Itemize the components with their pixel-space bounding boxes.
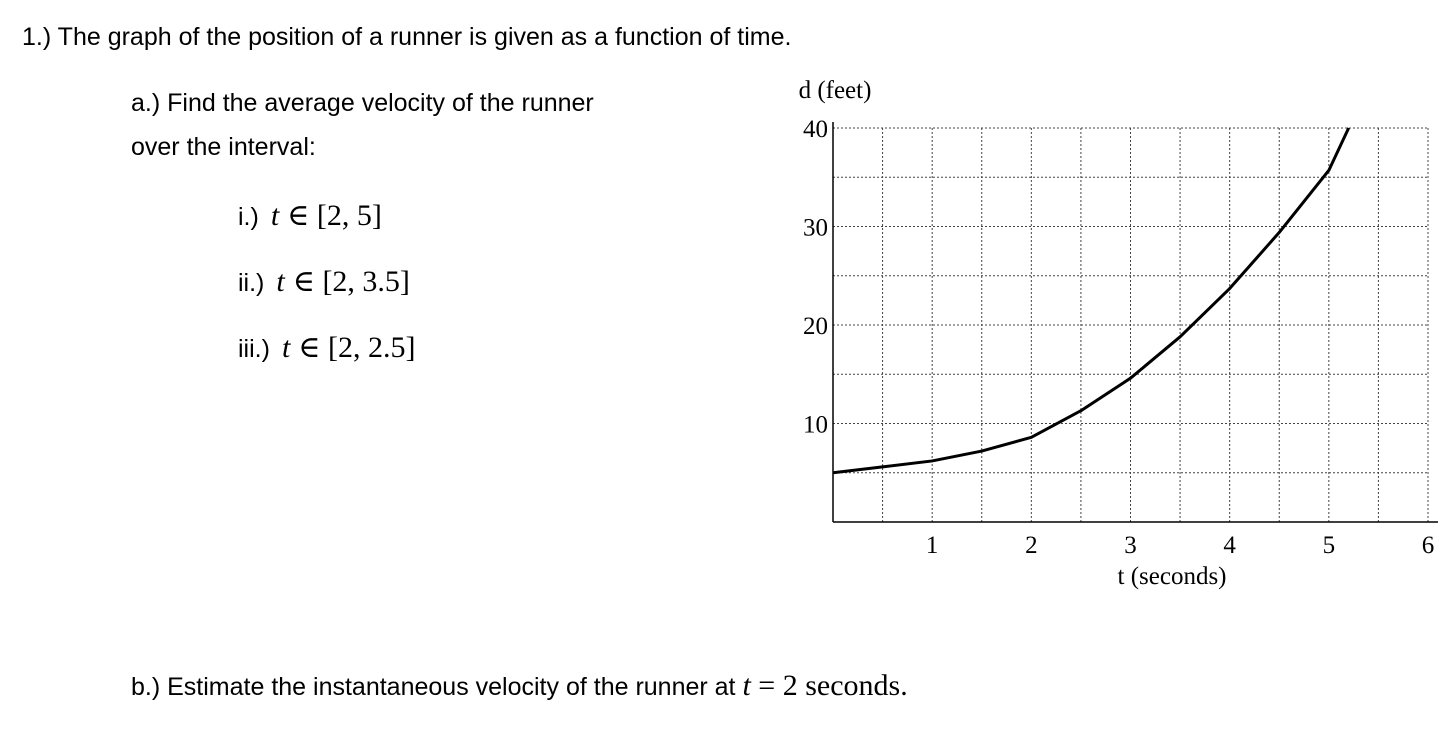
y-tick-label: 10 [803,412,828,439]
curve [832,127,1351,475]
interval-item: ii.) t ∈ [2, 3.5] [238,265,410,298]
item-var: t [271,199,280,232]
x-tick-label: 2 [1025,532,1038,559]
x-tick-label: 1 [926,532,939,559]
y-tick-label: 30 [803,215,828,242]
part-a-line: a.) Find the average velocity of the run… [131,89,594,117]
item-expr: ∈ [2, 5] [287,199,382,232]
chart: d (feet) t (seconds) 1 2 3 4 5 6 10 20 30 40 [799,77,1438,590]
item-var: t [276,265,285,298]
part-b-var: t [742,669,751,702]
interval-item: iii.) t ∈ [2, 2.5] [238,331,415,364]
item-expr: ∈ [2, 2.5] [298,331,415,364]
part-b-text: b.) Estimate the instantaneous velocity … [131,673,742,701]
part-b: b.) Estimate the instantaneous velocity … [131,669,908,702]
y-tick-label: 40 [803,116,828,143]
x-tick-label: 5 [1323,532,1336,559]
y-axis-label: d (feet) [799,77,872,104]
part-b-text: = 2 seconds. [751,669,908,702]
part-a-line: over the interval: [131,133,316,161]
x-tick-label: 4 [1223,532,1236,559]
item-expr: ∈ [2, 3.5] [293,265,410,298]
x-tick-label: 3 [1124,532,1137,559]
item-var: t [282,331,291,364]
item-label: iii.) [238,335,270,363]
x-tick-label: 6 [1422,532,1435,559]
interval-item: i.) t ∈ [2, 5] [238,199,382,232]
item-label: i.) [238,203,259,231]
question-title: 1.) The graph of the position of a runne… [22,23,791,51]
item-label: ii.) [238,269,264,297]
x-axis-label: t (seconds) [1118,563,1227,590]
y-tick-label: 20 [803,313,828,340]
